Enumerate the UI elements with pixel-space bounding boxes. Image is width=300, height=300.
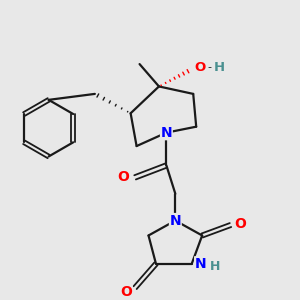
Text: N: N bbox=[160, 126, 172, 140]
Text: -: - bbox=[208, 62, 212, 72]
Text: O: O bbox=[117, 170, 129, 184]
Text: N: N bbox=[169, 214, 181, 228]
Text: O: O bbox=[195, 61, 206, 74]
Text: O: O bbox=[120, 284, 132, 298]
Text: H: H bbox=[210, 260, 220, 273]
Text: H: H bbox=[214, 61, 225, 74]
Text: N: N bbox=[195, 257, 206, 271]
Text: O: O bbox=[234, 217, 246, 231]
